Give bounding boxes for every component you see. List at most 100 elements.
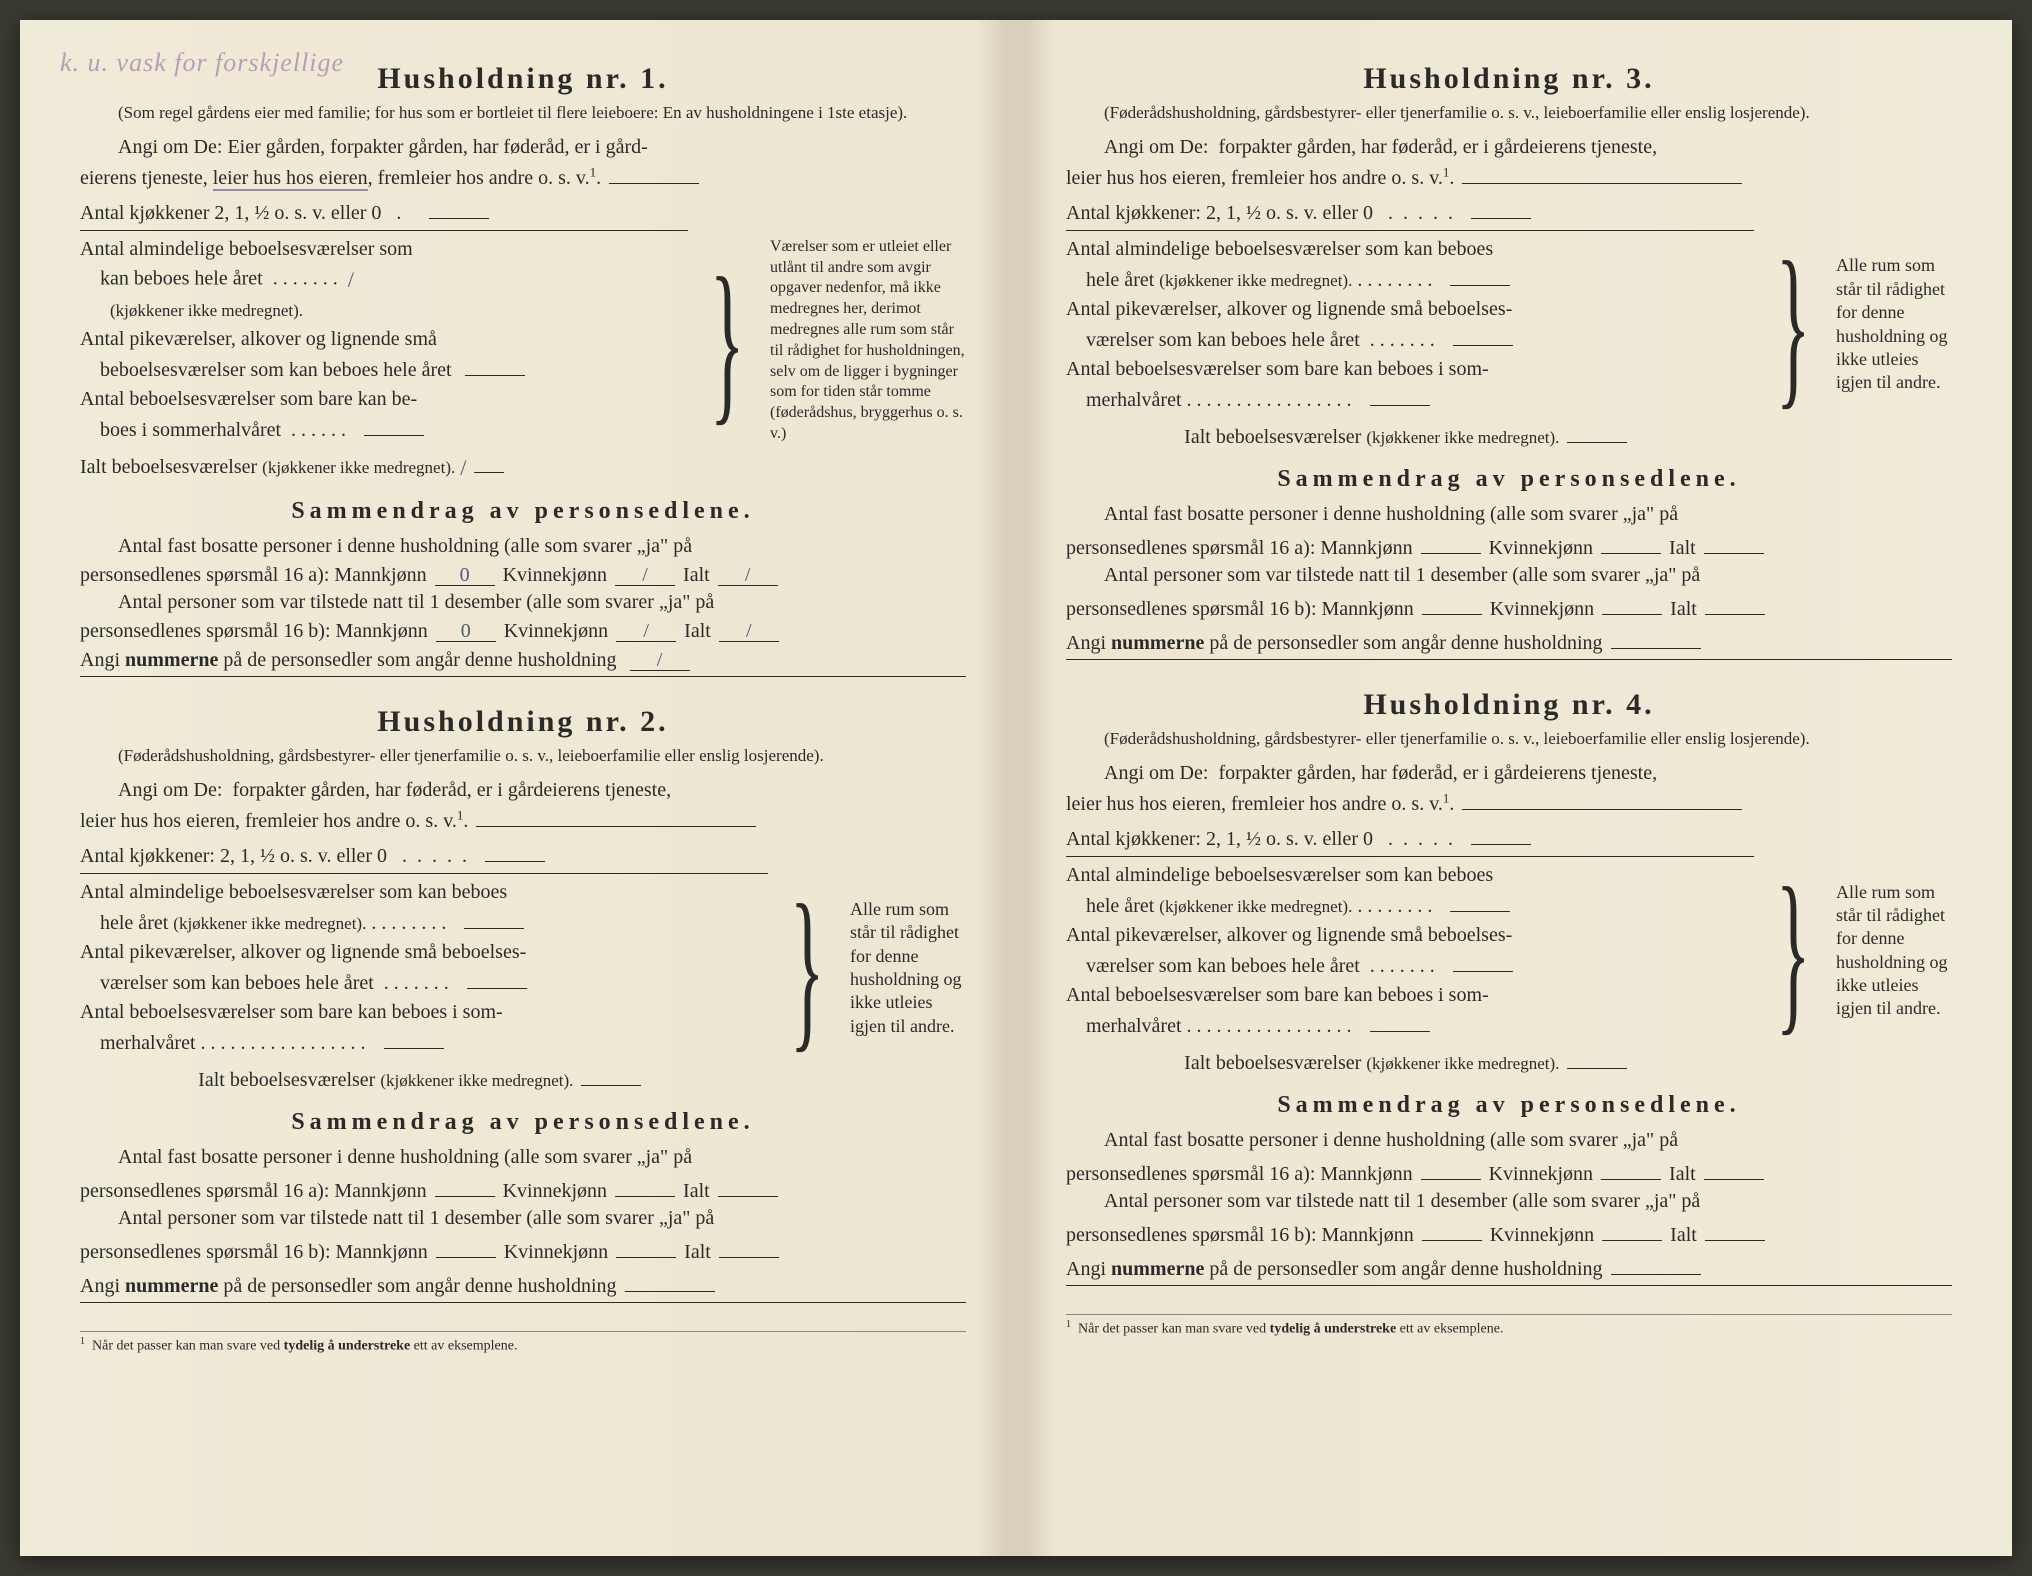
household-4-rooms-block: Antal kjøkkener: 2, 1, ½ o. s. v. eller … [1066, 823, 1952, 1078]
household-3-rooms-block: Antal kjøkkener: 2, 1, ½ o. s. v. eller … [1066, 197, 1952, 452]
right-page: Husholdning nr. 3. (Føderådshusholdning,… [1016, 20, 2012, 1556]
ialt-value: / [718, 564, 778, 586]
household-4-title: Husholdning nr. 4. [1066, 688, 1952, 722]
room-line-1: Antal almindelige beboelsesværelser som … [80, 878, 768, 938]
blank-field [1705, 593, 1765, 615]
kitchen-line: Antal kjøkkener: 2, 1, ½ o. s. v. eller … [1066, 197, 1754, 231]
room-line-2: Antal pikeværelser, alkover og lignende … [80, 325, 688, 385]
kvinnekjonn-value: / [616, 620, 676, 642]
blank-field [1602, 1219, 1662, 1241]
room-line-3: Antal beboelsesværelser som bare kan beb… [1066, 981, 1754, 1041]
field-label: Kvinnekjønn [503, 1180, 607, 1203]
summary-2a-fields: personsedlenes spørsmål 16 a): Mannkjønn… [80, 1175, 966, 1203]
blank-field [1422, 1219, 1482, 1241]
household-1-angi: Angi om De: Eier gården, forpakter gårde… [80, 132, 966, 162]
field-label: personsedlenes spørsmål 16 b): Mannkjønn [1066, 598, 1414, 621]
nummerne-line-4: Angi nummerne på de personsedler som ang… [1066, 1253, 1952, 1286]
field-label: personsedlenes spørsmål 16 b): Mannkjønn [80, 1241, 428, 1264]
angi-prefix: Angi om De: [118, 136, 222, 158]
room-line-3: Antal beboelsesværelser som bare kan beb… [1066, 355, 1754, 415]
summary-heading-3: Sammendrag av personsedlene. [1066, 466, 1952, 493]
household-3-title: Husholdning nr. 3. [1066, 62, 1952, 96]
summary-heading-2: Sammendrag av personsedlene. [80, 1109, 966, 1136]
field-label: personsedlenes spørsmål 16 b): Mannkjønn [80, 620, 428, 643]
blank-field [1601, 1158, 1661, 1180]
field-label: Kvinnekjønn [1489, 1163, 1593, 1186]
field-label: Kvinnekjønn [1490, 598, 1594, 621]
field-label: personsedlenes spørsmål 16 a): Mannkjønn [1066, 1163, 1413, 1186]
kitchen-line: Antal kjøkkener 2, 1, ½ o. s. v. eller 0… [80, 197, 688, 231]
household-2-rooms-block: Antal kjøkkener: 2, 1, ½ o. s. v. eller … [80, 840, 966, 1095]
blank-field [1704, 1158, 1764, 1180]
blank-field [436, 1236, 496, 1258]
summary-2b: Antal personer som var tilstede natt til… [80, 1203, 966, 1234]
summary-2b-fields: personsedlenes spørsmål 16 b): Mannkjønn… [80, 1236, 966, 1264]
blank-field [1705, 1219, 1765, 1241]
field-label: Kvinnekjønn [504, 620, 608, 643]
summary-3a: Antal fast bosatte personer i denne hush… [1066, 499, 1952, 530]
brace-icon: } [1776, 823, 1811, 1078]
field-label: Kvinnekjønn [504, 1241, 608, 1264]
nummerne-line-2: Angi nummerne på de personsedler som ang… [80, 1270, 966, 1303]
brace-icon: } [1776, 197, 1811, 452]
room-line-2: Antal pikeværelser, alkover og lignende … [1066, 921, 1754, 981]
field-label: Ialt [1670, 1224, 1697, 1247]
brace-note-3: Alle rum som står til rådighet for denne… [1832, 197, 1952, 452]
household-3-subtitle: (Føderådshusholdning, gårdsbestyrer- ell… [1066, 102, 1952, 124]
brace-note-1: Værelser som er utleiet eller utlånt til… [766, 197, 966, 484]
household-1-angi-2: eierens tjeneste, leier hus hos eieren, … [80, 162, 966, 193]
kitchen-line: Antal kjøkkener: 2, 1, ½ o. s. v. eller … [80, 840, 768, 874]
field-label: Ialt [1669, 1163, 1696, 1186]
field-label: personsedlenes spørsmål 16 a): Mannkjønn [80, 564, 427, 587]
mannkjonn-value: 0 [435, 564, 495, 586]
summary-1b-fields: personsedlenes spørsmål 16 b): Mannkjønn… [80, 620, 966, 643]
room-line-3: Antal beboelsesværelser som bare kan be-… [80, 385, 688, 445]
summary-heading-1: Sammendrag av personsedlene. [80, 498, 966, 525]
household-1-rooms-block: Antal kjøkkener 2, 1, ½ o. s. v. eller 0… [80, 197, 966, 484]
blank-field [1602, 593, 1662, 615]
blank-field [1421, 532, 1481, 554]
brace-note-2: Alle rum som står til rådighet for denne… [846, 840, 966, 1095]
summary-heading-4: Sammendrag av personsedlene. [1066, 1092, 1952, 1119]
household-1: Husholdning nr. 1. (Som regel gårdens ei… [80, 62, 966, 677]
room-total: Ialt beboelsesværelser (kjøkkener ikke m… [80, 1064, 768, 1095]
blank-field [1601, 532, 1661, 554]
field-label: Ialt [684, 1241, 711, 1264]
room-line-1: Antal almindelige beboelsesværelser som … [1066, 861, 1754, 921]
field-label: Kvinnekjønn [1489, 537, 1593, 560]
household-2-title: Husholdning nr. 2. [80, 705, 966, 739]
brace-icon: } [710, 197, 745, 484]
household-4-angi: Angi om De: forpakter gården, har føderå… [1066, 758, 1952, 788]
kitchen-line: Antal kjøkkener: 2, 1, ½ o. s. v. eller … [1066, 823, 1754, 857]
footnote-left: 1 Når det passer kan man svare ved tydel… [80, 1331, 966, 1355]
field-label: Kvinnekjønn [503, 564, 607, 587]
summary-3b-fields: personsedlenes spørsmål 16 b): Mannkjønn… [1066, 593, 1952, 621]
nummerne-line-3: Angi nummerne på de personsedler som ang… [1066, 627, 1952, 660]
household-3: Husholdning nr. 3. (Føderådshusholdning,… [1066, 62, 1952, 660]
blank-field [1421, 1158, 1481, 1180]
blank-field [1422, 593, 1482, 615]
mannkjonn-value: 0 [436, 620, 496, 642]
household-2-angi: Angi om De: forpakter gården, har føderå… [80, 775, 966, 805]
summary-1a: Antal fast bosatte personer i denne hush… [80, 531, 966, 562]
field-label: personsedlenes spørsmål 16 a): Mannkjønn [1066, 537, 1413, 560]
room-line-2: Antal pikeværelser, alkover og lignende … [1066, 295, 1754, 355]
footnote-right: 1 Når det passer kan man svare ved tydel… [1066, 1314, 1952, 1338]
field-label: Ialt [684, 620, 711, 643]
blank-field [1704, 532, 1764, 554]
summary-4b: Antal personer som var tilstede natt til… [1066, 1186, 1952, 1217]
blank-field [435, 1175, 495, 1197]
room-line-3: Antal beboelsesværelser som bare kan beb… [80, 998, 768, 1058]
field-label: Ialt [1669, 537, 1696, 560]
room-total: Ialt beboelsesværelser (kjøkkener ikke m… [1066, 421, 1754, 452]
field-label: personsedlenes spørsmål 16 a): Mannkjønn [80, 1180, 427, 1203]
household-3-angi: Angi om De: forpakter gården, har føderå… [1066, 132, 1952, 162]
blank-field [615, 1175, 675, 1197]
brace-note-4: Alle rum som står til rådighet for denne… [1832, 823, 1952, 1078]
summary-3a-fields: personsedlenes spørsmål 16 a): Mannkjønn… [1066, 532, 1952, 560]
room-line-1: Antal almindelige beboelsesværelser som … [1066, 235, 1754, 295]
household-2: Husholdning nr. 2. (Føderådshusholdning,… [80, 705, 966, 1303]
summary-3b: Antal personer som var tilstede natt til… [1066, 560, 1952, 591]
household-4: Husholdning nr. 4. (Føderådshusholdning,… [1066, 688, 1952, 1286]
left-page: k. u. vask for forskjellige Husholdning … [20, 20, 1016, 1556]
